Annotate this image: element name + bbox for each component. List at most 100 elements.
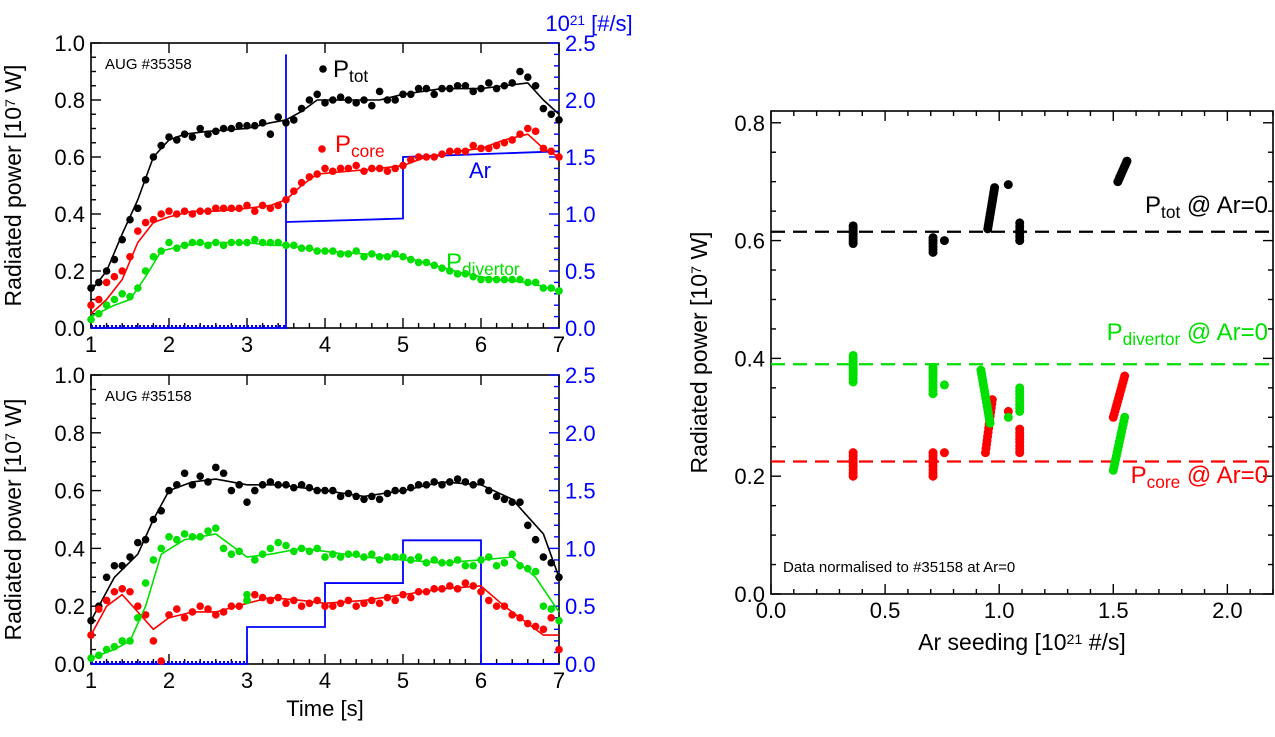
data-point-tot [438,84,446,93]
data-point-tot [305,96,314,104]
ar-seeding-line [91,54,560,329]
y-axis-label: Radiated power [107 W] [0,399,26,641]
data-point-core [461,579,470,587]
x-tick-label: 2.0 [1212,598,1243,623]
data-point-core [414,587,423,596]
data-point-core [313,170,322,178]
data-point-div [336,553,345,561]
data-point-div [446,267,454,275]
data-point-core [157,210,165,218]
data-point-tot [446,84,454,93]
x-axis-label-part: Ar seeding [10 [918,629,1066,655]
data-point-tot [461,81,470,90]
data-point-tot [928,233,938,243]
data-point-div [383,553,392,561]
data-point-div [196,238,204,247]
data-point-core [188,608,197,616]
x-tick-label: 7 [553,332,565,357]
label-p-tot: Ptot [333,56,368,86]
data-point-tot [134,538,142,547]
data-point-core [531,127,540,136]
data-point-tot [102,267,111,275]
data-point-tot [212,463,220,472]
y2-tick-label: 1.0 [565,536,596,561]
x-axis-label-part: 21 [1067,632,1083,648]
data-point-core [555,645,563,654]
data-point-tot [352,492,361,501]
data-point-tot [430,478,439,486]
data-point-div [173,535,181,544]
data-point-core [477,144,485,153]
data-point-tot [485,79,493,87]
data-point-div [352,247,361,255]
data-point-tot [391,486,400,495]
data-point-core [282,195,290,204]
label-p-core-part: P [335,131,351,158]
data-point-tot [508,79,516,87]
y2-tick-label: 2.5 [565,363,596,388]
data-point-div [547,284,555,292]
data-point-div [485,275,493,284]
data-point-div [407,255,415,264]
data-point-tot [360,495,368,504]
data-point-div [547,605,555,613]
data-point-core [157,657,165,665]
data-point-tot [469,87,478,96]
data-point-div [555,287,563,295]
data-point-core [274,201,283,210]
data-point-tot [939,236,949,246]
x-tick-label: 1 [85,668,97,693]
data-point-div [118,637,126,645]
data-point-div [344,550,353,558]
x-tick-label: 0.5 [870,598,901,623]
x-axis-label: Time [s] [286,696,363,721]
data-point-div [399,553,407,561]
label-p-divertor-part: divertor [462,259,520,279]
data-point-div [219,241,228,250]
data-point-core [477,587,485,596]
data-point-core [524,124,532,133]
ref-label-div-part: @ Ar=0 [1180,319,1268,346]
data-point-tot [313,90,322,99]
data-point-core [375,164,384,173]
data-point-div [258,550,267,558]
y-tick-label: 0.2 [54,594,85,619]
data-point-tot [477,84,485,93]
data-point-core [212,204,220,213]
data-point-core [508,611,516,619]
data-point-tot [477,478,485,486]
data-point-tot [118,561,126,570]
label-p-tot-part: P [333,56,349,83]
data-point-core [375,599,384,608]
y-tick-label: 0.0 [734,582,765,607]
data-point-div [243,238,251,247]
data-point-div [196,533,204,541]
data-point-tot [274,113,283,121]
data-point-tot [848,221,858,231]
data-point-tot [414,481,423,489]
data-point-div [227,238,236,247]
data-point-core [391,164,400,173]
ref-label-core: Pcore @ Ar=0 [1131,462,1268,492]
data-point-div [219,544,228,553]
data-point-core [165,611,173,619]
data-point-core [149,215,158,224]
data-point-core [928,448,938,458]
data-point-core [196,602,204,610]
data-point-div [469,561,478,570]
data-point-core [313,596,322,605]
data-point-div [329,550,337,558]
ref-label-core-part: P [1131,462,1147,489]
data-point-tot [492,84,501,93]
data-point-core [196,207,204,215]
data-point-tot [352,99,361,107]
data-point-core [939,448,949,458]
data-point-core [336,599,345,608]
data-point-tot [383,489,392,498]
data-point-div [110,642,119,651]
data-point-tot [336,492,345,501]
data-point-tot [134,204,142,213]
data-point-div [939,380,949,390]
data-point-tot [321,486,329,495]
